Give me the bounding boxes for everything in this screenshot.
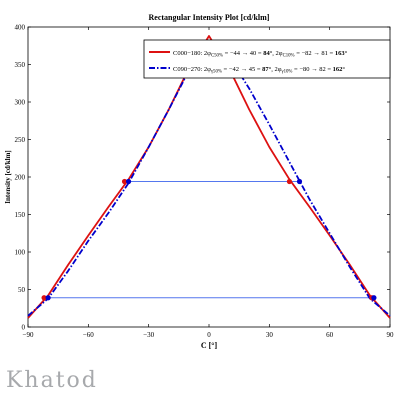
intersection-marker bbox=[41, 295, 47, 301]
axes: −90 −60 −30 0 30 60 90 0 50 100 150 200 250 300 350 400 bbox=[15, 24, 395, 340]
x-tick-label: −90 bbox=[23, 331, 34, 339]
markers-group bbox=[41, 178, 377, 301]
intersection-marker bbox=[286, 178, 293, 185]
y-tick-label: 250 bbox=[15, 136, 26, 144]
x-tick-label: 0 bbox=[207, 331, 211, 339]
series-line-c000-180 bbox=[27, 35, 391, 319]
x-tick-label: −60 bbox=[83, 331, 94, 339]
series-line-c090-270 bbox=[27, 38, 391, 317]
y-tick-label: 300 bbox=[15, 99, 26, 107]
legend-entry-c000-180: C000−180: 2φC50% = −44 → 40 = 84°, 2φC10… bbox=[173, 50, 348, 59]
legend-box bbox=[143, 39, 391, 79]
intersection-marker bbox=[371, 295, 377, 301]
x-axis-label: C [°] bbox=[201, 341, 218, 350]
y-tick-label: 50 bbox=[18, 286, 26, 294]
intersection-marker bbox=[45, 295, 51, 301]
y-tick-label: 100 bbox=[15, 249, 26, 257]
y-tick-label: 350 bbox=[15, 61, 26, 69]
khatod-logo: Khatod bbox=[6, 368, 98, 393]
y-tick-label: 150 bbox=[15, 211, 26, 219]
y-tick-label: 0 bbox=[22, 324, 26, 332]
x-tick-label: 60 bbox=[326, 331, 334, 339]
x-tick-label: −30 bbox=[143, 331, 154, 339]
y-tick-label: 200 bbox=[15, 174, 26, 182]
y-tick-label: 400 bbox=[15, 24, 26, 32]
reference-lines bbox=[44, 181, 374, 299]
x-tick-label: 30 bbox=[266, 331, 274, 339]
x-tick-label: 90 bbox=[387, 331, 395, 339]
intersection-marker bbox=[121, 178, 128, 185]
legend-entry-c090-270: C090−270: 2φγ50% = −42 → 45 = 87°, 2φγ10… bbox=[173, 66, 345, 75]
intersection-marker bbox=[125, 178, 132, 185]
y-axis-label: Intensity [cd/klm] bbox=[4, 150, 12, 203]
legend: C000−180: 2φC50% = −44 → 40 = 84°, 2φC10… bbox=[143, 39, 391, 79]
chart-title: Rectangular Intensity Plot [cd/klm] bbox=[149, 13, 270, 22]
series-group bbox=[27, 35, 391, 319]
intersection-marker bbox=[296, 178, 303, 185]
